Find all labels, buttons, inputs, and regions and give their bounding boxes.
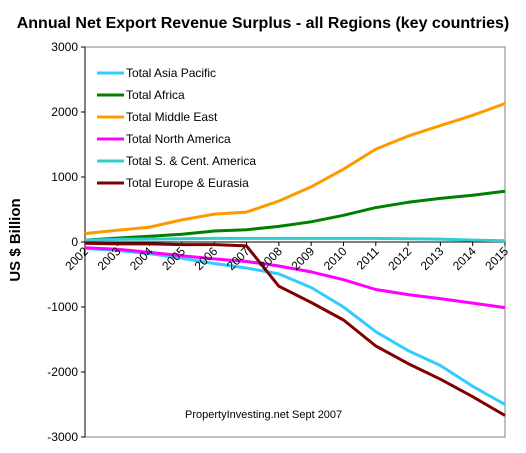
y-tick-label: -1000 (47, 300, 78, 314)
legend-label-3: Total North America (126, 132, 231, 146)
x-tick-label: 2011 (354, 244, 382, 272)
x-tick-label: 2009 (288, 244, 317, 273)
y-tick-label: 3000 (51, 40, 78, 54)
x-tick-label: 2012 (385, 244, 414, 273)
series-line-0 (84, 247, 506, 406)
legend-label-2: Total Middle East (126, 110, 218, 124)
legend-label-5: Total Europe & Eurasia (126, 176, 249, 190)
series-line-1 (84, 189, 506, 242)
y-tick-label: -2000 (47, 365, 78, 379)
series-line-5 (84, 241, 506, 417)
legend-label-1: Total Africa (126, 88, 185, 102)
x-tick-label: 2015 (482, 244, 511, 273)
chart-title: Annual Net Export Revenue Surplus - all … (16, 15, 510, 32)
y-tick-label: -3000 (47, 430, 78, 444)
legend: Total Asia Pacific Total Africa Total Midd… (97, 66, 256, 190)
series-line-4 (84, 236, 506, 243)
series-line-2 (84, 102, 506, 236)
x-tick-label: 2004 (127, 244, 156, 273)
y-tick-label: 0 (71, 235, 78, 249)
series-lines (84, 102, 506, 417)
x-tick-label: 2008 (256, 244, 285, 273)
y-axis-label: US $ Billion (7, 198, 24, 281)
x-tick-label: 2013 (418, 244, 447, 273)
y-tick-label: 2000 (51, 105, 78, 119)
y-tick-label: 1000 (51, 170, 78, 184)
x-tick-label: 2010 (321, 244, 350, 273)
legend-label-0: Total Asia Pacific (126, 66, 216, 80)
legend-label-4: Total S. & Cent. America (126, 154, 256, 168)
source-annotation: PropertyInvesting.net Sept 2007 (185, 409, 342, 421)
series-line-3 (84, 246, 506, 310)
x-tick-label: 2014 (450, 244, 479, 273)
